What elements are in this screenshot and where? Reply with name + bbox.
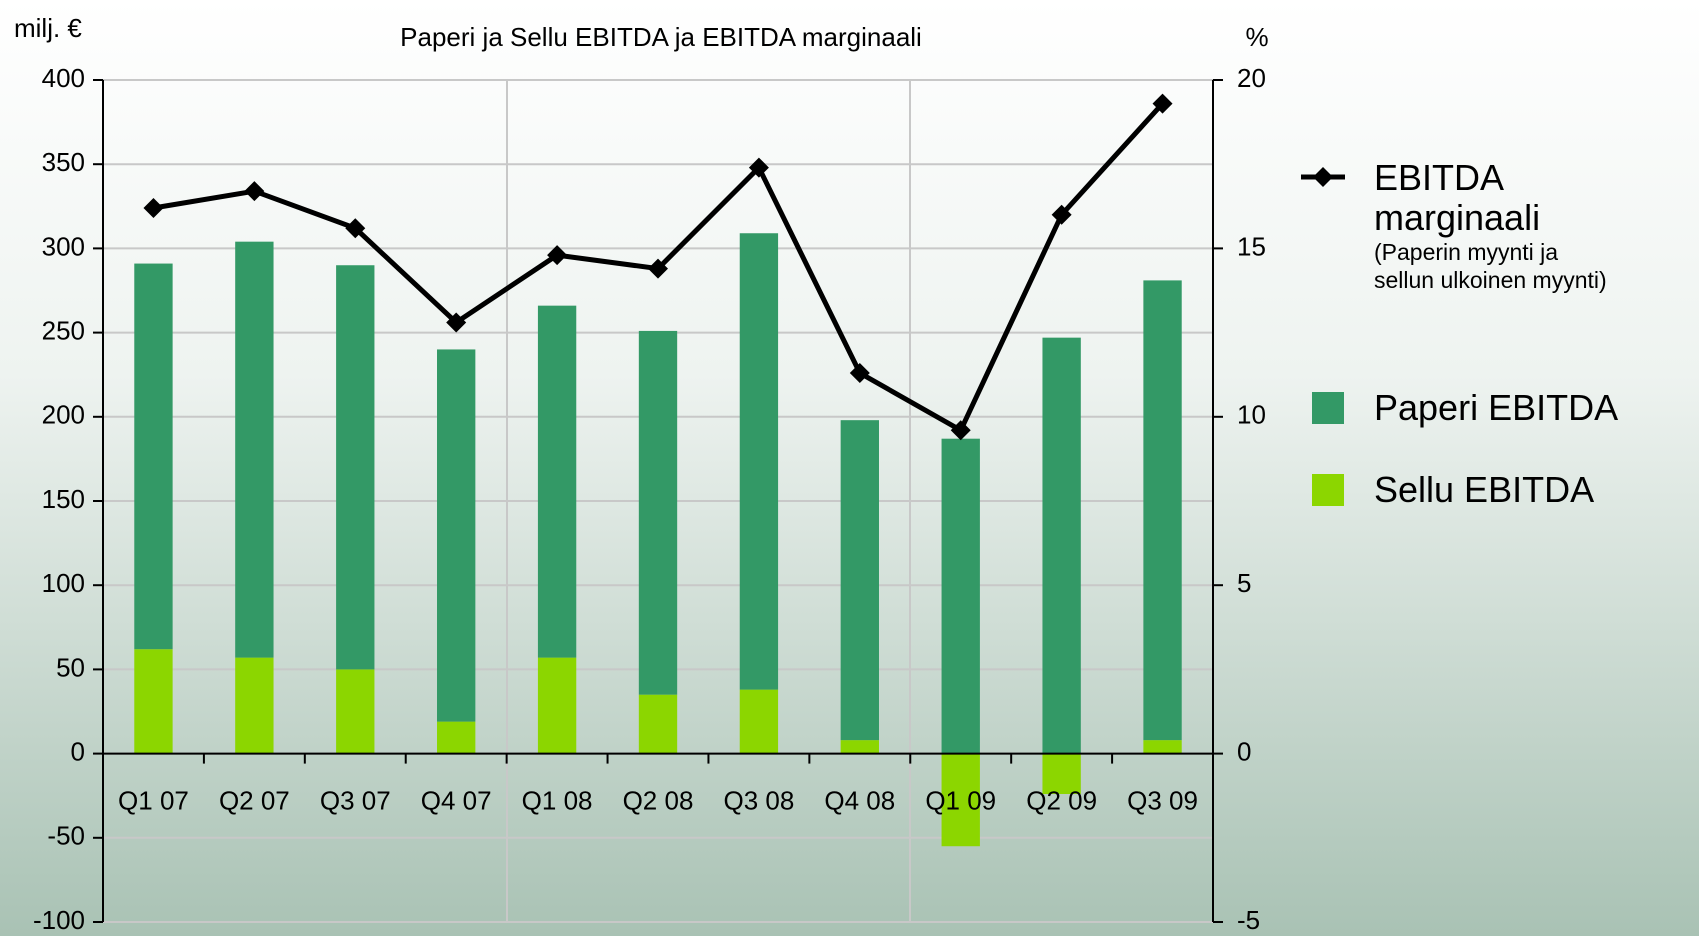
x-tick-label: Q2 09	[1026, 785, 1097, 815]
marker	[143, 197, 164, 218]
marker	[748, 157, 769, 178]
y2-tick-label: -5	[1237, 905, 1260, 935]
marker	[345, 218, 366, 239]
marker	[446, 312, 467, 333]
bar	[1143, 740, 1182, 754]
x-tick-label: Q3 09	[1127, 785, 1198, 815]
x-tick-label: Q3 08	[723, 785, 794, 815]
marker	[244, 181, 265, 202]
y-tick-label: 350	[42, 147, 85, 177]
bar	[638, 330, 678, 695]
bar	[739, 689, 779, 754]
bar	[840, 740, 879, 754]
x-tick-label: Q1 08	[522, 785, 593, 815]
bar	[437, 349, 476, 722]
x-tick-label: Q2 08	[623, 785, 694, 815]
bar	[537, 657, 577, 754]
y-tick-label: -100	[33, 905, 85, 935]
y-tick-label: 400	[42, 63, 85, 93]
y-tick-label: 300	[42, 231, 85, 261]
bar	[134, 649, 173, 754]
bar	[941, 438, 980, 754]
x-tick-label: Q1 09	[925, 785, 996, 815]
y-axis-label: milj. €	[14, 13, 82, 43]
chart-title: Paperi ja Sellu EBITDA ja EBITDA margina…	[400, 22, 922, 52]
bar	[638, 694, 678, 754]
bar	[437, 721, 476, 754]
bar	[941, 753, 980, 847]
bar	[739, 233, 779, 690]
legend-label: Sellu EBITDA	[1374, 469, 1595, 510]
bar	[1042, 337, 1081, 754]
x-tick-label: Q4 07	[421, 785, 492, 815]
bar	[134, 263, 173, 650]
marker	[648, 258, 668, 279]
marker	[547, 245, 568, 266]
legend-note: sellun ulkoinen myynti)	[1374, 267, 1607, 293]
x-tick-label: Q2 07	[219, 785, 290, 815]
x-tick-label: Q1 07	[118, 785, 189, 815]
y2-tick-label: 0	[1237, 736, 1251, 766]
bar	[1042, 753, 1081, 795]
bar	[537, 305, 577, 658]
bar	[336, 669, 375, 754]
marker	[1152, 93, 1173, 114]
legend-swatch	[1312, 392, 1344, 424]
legend-note: (Paperin myynti ja	[1374, 239, 1559, 265]
y-tick-label: 0	[71, 736, 85, 766]
bar	[1143, 280, 1182, 741]
y2-axis-label: %	[1245, 22, 1268, 52]
bar	[235, 657, 274, 754]
y-tick-label: 200	[42, 400, 85, 430]
legend-line-label: EBITDA marginaali (Paperin myynti ja sel…	[1374, 158, 1674, 294]
y-tick-label: 150	[42, 484, 85, 514]
y-tick-label: 50	[56, 652, 85, 682]
bar	[840, 420, 879, 741]
marker	[849, 363, 870, 384]
y2-tick-label: 15	[1237, 231, 1266, 261]
legend-text: EBITDA marginaali	[1374, 157, 1541, 238]
y2-tick-label: 10	[1237, 400, 1266, 430]
marker	[1051, 204, 1072, 225]
marker	[950, 420, 971, 441]
x-tick-label: Q4 08	[824, 785, 895, 815]
x-tick-label: Q3 07	[320, 785, 391, 815]
legend-swatch	[1312, 474, 1344, 506]
legend-label: Paperi EBITDA	[1374, 387, 1619, 428]
y2-tick-label: 20	[1237, 63, 1266, 93]
y-tick-label: 250	[42, 315, 85, 345]
bar	[235, 241, 274, 658]
y-tick-label: -50	[47, 821, 85, 851]
legend-marker	[1313, 167, 1333, 187]
bar	[336, 265, 375, 670]
y-tick-label: 100	[42, 568, 85, 598]
y2-tick-label: 5	[1237, 568, 1251, 598]
